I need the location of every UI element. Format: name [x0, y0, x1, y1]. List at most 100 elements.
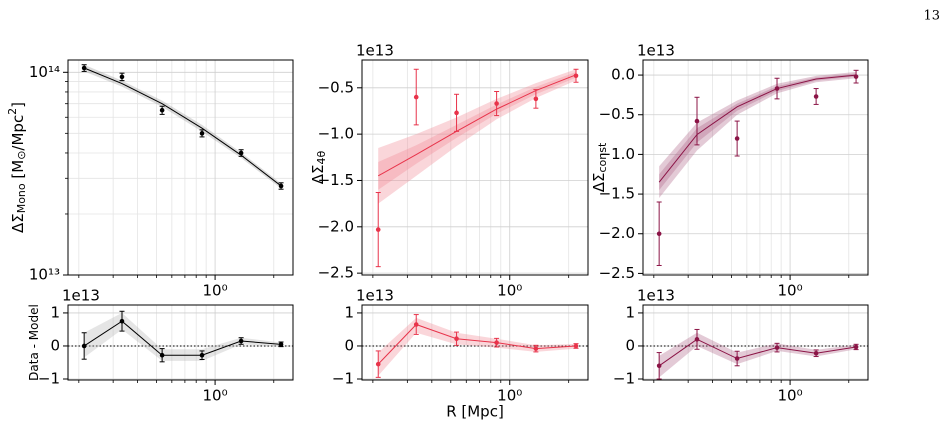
y-tick-label: 0 — [50, 336, 60, 354]
y-tick-label: 1 — [625, 303, 635, 321]
model-band — [378, 72, 577, 190]
y-tick-label: 1 — [50, 303, 60, 321]
y-axis-label: ΔΣMono [M⊙/Mpc2] — [6, 102, 28, 233]
x-tick-label: 10⁰ — [203, 387, 228, 405]
offset-label: 1e13 — [637, 287, 675, 305]
y-tick-label: 0.0 — [611, 66, 635, 84]
y-axis-label-part: 4θ — [315, 150, 328, 164]
data-point — [119, 318, 125, 324]
data-point — [375, 361, 381, 367]
axes-frame — [361, 59, 589, 276]
y-axis-label-part: Data - Model — [27, 304, 41, 381]
y-tick-label: −2.5 — [318, 264, 354, 282]
offset-label: 1e13 — [62, 287, 100, 305]
y-axis-label-part: ΔΣ — [9, 213, 27, 233]
y-axis-label: Data - Model — [27, 304, 41, 381]
data-point — [813, 350, 819, 356]
y-axis-label-part: [M — [9, 160, 27, 184]
data-point — [199, 131, 205, 136]
data-point — [375, 227, 381, 232]
axes-frame — [642, 59, 869, 276]
model-band — [378, 317, 577, 376]
y-axis-label-part: ΔΣ — [309, 164, 327, 184]
y-axis-label-part: ] — [9, 102, 27, 108]
model-line — [377, 74, 577, 177]
y-axis-label-part: /Mpc — [9, 115, 27, 151]
y-tick-label: 1 — [344, 303, 354, 321]
y-axis-label-part: const — [596, 142, 609, 172]
plot-area — [68, 60, 293, 275]
data-point — [278, 183, 284, 189]
offset-label: 1e13 — [637, 42, 675, 60]
y-axis-label: ΔΣconst — [590, 142, 610, 192]
plot-area — [362, 60, 588, 275]
y-tick-label: 10¹³ — [29, 266, 60, 284]
y-axis-label: ΔΣ4θ — [309, 150, 329, 184]
y-tick-label: −1.5 — [318, 171, 354, 189]
y-tick-label: −1.5 — [599, 185, 635, 203]
data-point — [278, 342, 284, 347]
plot-area — [362, 305, 588, 380]
x-tick-label: 10⁰ — [778, 387, 803, 405]
y-tick-label: −1 — [38, 370, 60, 388]
plot-area — [643, 305, 868, 380]
y-tick-label: 10¹⁴ — [29, 63, 60, 81]
y-tick-label: −2.0 — [599, 224, 635, 242]
model-band — [84, 312, 282, 361]
plot-area — [68, 305, 293, 380]
y-tick-label: −0.5 — [318, 78, 354, 96]
plot-area — [643, 60, 868, 275]
y-tick-label: −1 — [332, 370, 354, 388]
data-line — [377, 323, 577, 365]
data-point — [199, 352, 205, 358]
data-point — [573, 73, 579, 79]
data-point — [774, 86, 780, 91]
x-axis-label: R [Mpc] — [446, 403, 504, 421]
axes-frame — [67, 304, 294, 381]
data-point — [853, 74, 859, 79]
data-point — [656, 363, 662, 369]
data-point — [413, 322, 419, 327]
y-axis-label-part: Mono — [15, 183, 28, 213]
data-point — [238, 338, 244, 344]
data-point — [454, 336, 459, 342]
data-point — [533, 346, 539, 351]
x-tick-label: 10⁰ — [497, 387, 522, 405]
y-tick-label: −2.0 — [318, 217, 354, 235]
model-line — [658, 74, 857, 183]
y-tick-label: −1 — [613, 370, 635, 388]
data-point — [159, 352, 165, 358]
x-tick-label: 10⁰ — [497, 282, 522, 300]
y-tick-label: 0 — [625, 336, 635, 354]
data-point — [119, 74, 125, 80]
x-tick-label: 10⁰ — [778, 282, 803, 300]
offset-label: 1e13 — [356, 287, 394, 305]
y-tick-label: 0 — [344, 336, 354, 354]
model-line — [83, 67, 282, 187]
data-line — [658, 338, 857, 367]
y-tick-label: −1.0 — [599, 145, 635, 163]
data-point — [413, 94, 419, 100]
data-point — [694, 118, 700, 124]
model-band — [659, 73, 857, 191]
data-point — [813, 94, 819, 99]
data-point — [238, 150, 244, 156]
y-tick-label: −2.5 — [599, 264, 635, 282]
data-point — [734, 356, 740, 361]
data-line — [83, 320, 282, 356]
offset-label: 1e13 — [356, 42, 394, 60]
data-point — [533, 96, 539, 102]
data-point — [573, 343, 579, 349]
axes-frame — [361, 304, 589, 381]
data-point — [656, 231, 662, 237]
data-point — [774, 345, 780, 350]
data-point — [159, 107, 165, 113]
y-tick-label: −0.5 — [599, 105, 635, 123]
data-point — [81, 343, 87, 349]
data-point — [734, 136, 740, 141]
